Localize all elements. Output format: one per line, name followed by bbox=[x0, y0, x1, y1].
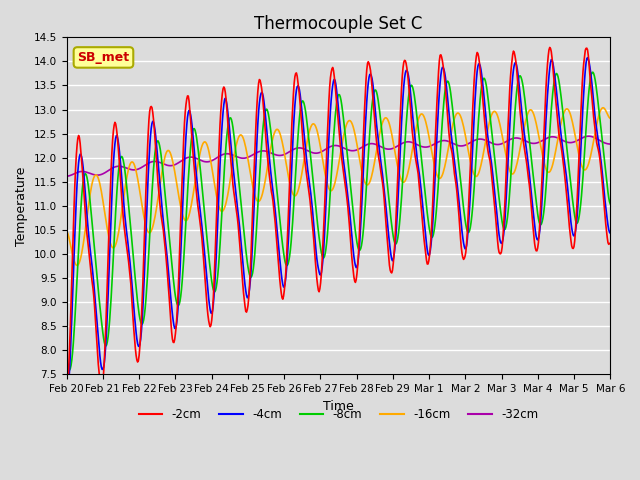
Line: -8cm: -8cm bbox=[67, 72, 611, 370]
-32cm bbox=[129, 167, 136, 173]
-2cm bbox=[607, 240, 614, 246]
-2cm bbox=[63, 400, 70, 406]
-16cm bbox=[213, 196, 221, 202]
Line: -32cm: -32cm bbox=[67, 136, 611, 176]
-8cm bbox=[63, 365, 70, 371]
-32cm bbox=[184, 155, 191, 160]
-2cm bbox=[546, 45, 554, 50]
-32cm bbox=[63, 173, 70, 179]
-2cm bbox=[212, 220, 220, 226]
-4cm bbox=[404, 72, 412, 78]
-16cm bbox=[129, 159, 137, 165]
-4cm bbox=[212, 253, 220, 259]
-4cm bbox=[63, 395, 70, 401]
-32cm bbox=[420, 144, 428, 150]
-16cm bbox=[184, 215, 192, 220]
-8cm bbox=[73, 275, 81, 280]
-4cm bbox=[72, 195, 80, 201]
-32cm bbox=[404, 139, 412, 144]
-8cm bbox=[589, 69, 596, 75]
-2cm bbox=[129, 305, 136, 311]
-32cm bbox=[584, 133, 592, 139]
-32cm bbox=[212, 155, 220, 161]
Line: -16cm: -16cm bbox=[67, 108, 611, 265]
Line: -4cm: -4cm bbox=[67, 58, 611, 398]
-32cm bbox=[72, 170, 80, 176]
-2cm bbox=[184, 93, 191, 99]
-8cm bbox=[184, 177, 192, 183]
Title: Thermocouple Set C: Thermocouple Set C bbox=[254, 15, 422, 33]
-32cm bbox=[607, 141, 614, 147]
-16cm bbox=[73, 263, 81, 268]
-4cm bbox=[607, 230, 614, 236]
-8cm bbox=[213, 279, 221, 285]
-8cm bbox=[65, 367, 72, 373]
-16cm bbox=[607, 116, 614, 121]
-8cm bbox=[405, 90, 413, 96]
Y-axis label: Temperature: Temperature bbox=[15, 166, 28, 246]
-16cm bbox=[599, 105, 607, 111]
-16cm bbox=[72, 262, 80, 268]
-2cm bbox=[72, 152, 80, 157]
-8cm bbox=[129, 252, 137, 257]
-2cm bbox=[404, 78, 412, 84]
-8cm bbox=[421, 190, 429, 195]
Legend: -2cm, -4cm, -8cm, -16cm, -32cm: -2cm, -4cm, -8cm, -16cm, -32cm bbox=[134, 403, 543, 426]
-16cm bbox=[63, 228, 70, 234]
-16cm bbox=[421, 116, 429, 122]
-2cm bbox=[420, 238, 428, 244]
Text: SB_met: SB_met bbox=[77, 51, 129, 64]
X-axis label: Time: Time bbox=[323, 400, 354, 413]
-4cm bbox=[584, 55, 591, 60]
-8cm bbox=[607, 201, 614, 207]
Line: -2cm: -2cm bbox=[67, 48, 611, 403]
-4cm bbox=[420, 218, 428, 224]
-16cm bbox=[405, 165, 413, 170]
-4cm bbox=[129, 286, 136, 292]
-4cm bbox=[184, 114, 191, 120]
